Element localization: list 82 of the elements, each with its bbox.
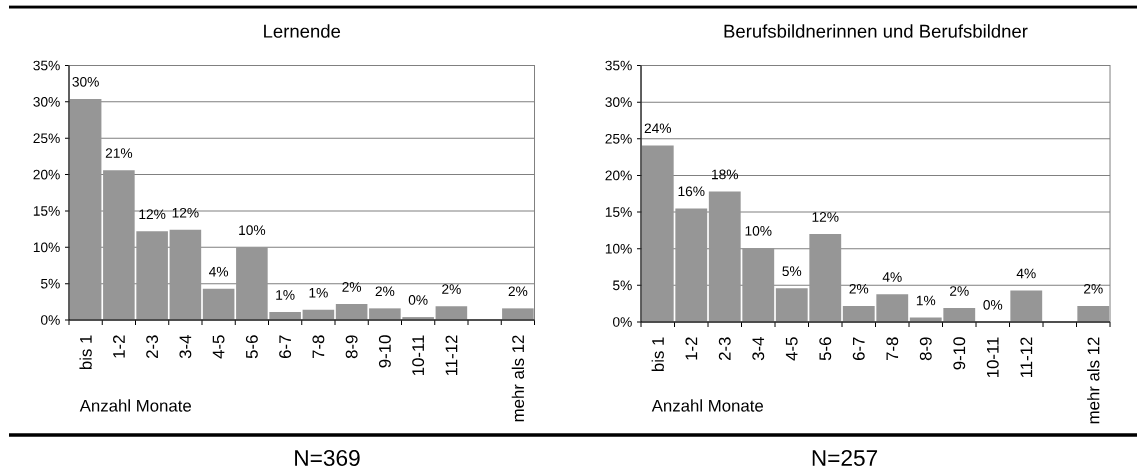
x-tick-label: 9-10 xyxy=(378,335,391,368)
bar xyxy=(202,288,235,320)
chart-title: Berufsbildnerinnen und Berufsbildner xyxy=(724,24,1028,38)
data-label: 4% xyxy=(209,266,229,277)
x-tick-label: 2-3 xyxy=(718,337,731,361)
bar xyxy=(169,229,202,320)
data-label: 4% xyxy=(1016,268,1036,279)
x-tick-label: 10-11 xyxy=(412,335,425,376)
x-axis-title: Anzahl Monate xyxy=(79,399,192,412)
x-tick-label: 8-9 xyxy=(919,337,932,361)
x-tick-label: 11-12 xyxy=(445,335,458,376)
x-axis-title: Anzahl Monate xyxy=(651,399,764,412)
data-label: 5% xyxy=(782,266,802,277)
x-tick-label: 8-9 xyxy=(345,335,358,359)
y-tick-label: 10% xyxy=(605,243,632,254)
data-label: 12% xyxy=(139,209,166,220)
x-tick-label: 4-5 xyxy=(212,335,225,359)
bar xyxy=(1077,305,1110,322)
data-label: 1% xyxy=(276,290,295,300)
bar xyxy=(435,306,468,320)
y-tick-label: 10% xyxy=(33,242,60,253)
x-tick-label: 7-8 xyxy=(886,337,899,361)
y-tick-label: 30% xyxy=(605,97,632,107)
data-label: 2% xyxy=(375,286,395,297)
x-tick-label: 5-6 xyxy=(245,335,258,359)
bar xyxy=(335,304,368,320)
x-tick-label: bis 1 xyxy=(651,337,664,371)
y-tick-label: 35% xyxy=(33,60,60,71)
x-tick-label: 6-7 xyxy=(852,337,865,361)
x-tick-label: 2-3 xyxy=(146,335,159,359)
data-label: 21% xyxy=(105,148,133,158)
x-tick-label: 11-12 xyxy=(1020,337,1033,378)
chart-title: Lernende xyxy=(264,24,341,38)
data-label: 4% xyxy=(882,272,902,282)
y-tick-label: 0% xyxy=(612,317,632,327)
text: N=257 xyxy=(812,449,878,467)
x-tick-label: mehr als 12 xyxy=(1087,337,1100,424)
data-label: 1% xyxy=(916,295,936,306)
bar xyxy=(69,98,102,320)
data-label: 2% xyxy=(1084,283,1103,294)
x-tick-label: mehr als 12 xyxy=(511,335,525,422)
data-label: 12% xyxy=(172,207,199,218)
data-label: 2% xyxy=(950,286,969,296)
data-label: 10% xyxy=(745,225,772,236)
x-tick-label: 4-5 xyxy=(785,337,798,361)
y-tick-label: 25% xyxy=(33,133,60,144)
y-tick-label: 15% xyxy=(605,207,632,217)
y-tick-label: 25% xyxy=(605,133,632,144)
data-label: 30% xyxy=(72,76,99,87)
data-label: 10% xyxy=(239,225,266,236)
data-label: 0% xyxy=(408,295,428,305)
x-tick-label: 3-4 xyxy=(179,335,192,359)
y-tick-label: 20% xyxy=(33,169,60,180)
y-tick-label: 15% xyxy=(33,206,60,216)
y-tick-label: 30% xyxy=(33,96,60,107)
y-tick-label: 0% xyxy=(40,315,60,325)
data-label: 2% xyxy=(442,284,461,294)
data-label: 1% xyxy=(309,287,328,298)
x-tick-label: 7-8 xyxy=(312,335,325,359)
bar xyxy=(1010,290,1043,322)
bar xyxy=(502,308,534,320)
data-label: 2% xyxy=(849,283,869,294)
x-tick-label: 6-7 xyxy=(279,335,292,359)
y-tick-label: 35% xyxy=(605,60,632,71)
data-label: 2% xyxy=(508,286,528,297)
data-label: 0% xyxy=(983,300,1003,310)
x-tick-label: 10-11 xyxy=(986,337,999,378)
data-label: 24% xyxy=(644,123,672,134)
y-tick-label: 5% xyxy=(40,278,60,289)
data-label: 2% xyxy=(342,282,362,292)
x-tick-label: 1-2 xyxy=(113,335,125,358)
y-tick-label: 5% xyxy=(612,280,632,291)
data-label: 12% xyxy=(812,212,839,222)
x-tick-label: bis 1 xyxy=(79,335,92,369)
data-label: 18% xyxy=(712,169,739,180)
text: N=369 xyxy=(295,449,360,467)
data-label: 16% xyxy=(678,186,705,197)
x-tick-label: 9-10 xyxy=(953,337,966,370)
x-tick-label: 1-2 xyxy=(685,337,698,360)
x-tick-label: 5-6 xyxy=(819,337,832,361)
x-tick-label: 3-4 xyxy=(752,337,765,361)
y-tick-label: 20% xyxy=(605,170,632,181)
